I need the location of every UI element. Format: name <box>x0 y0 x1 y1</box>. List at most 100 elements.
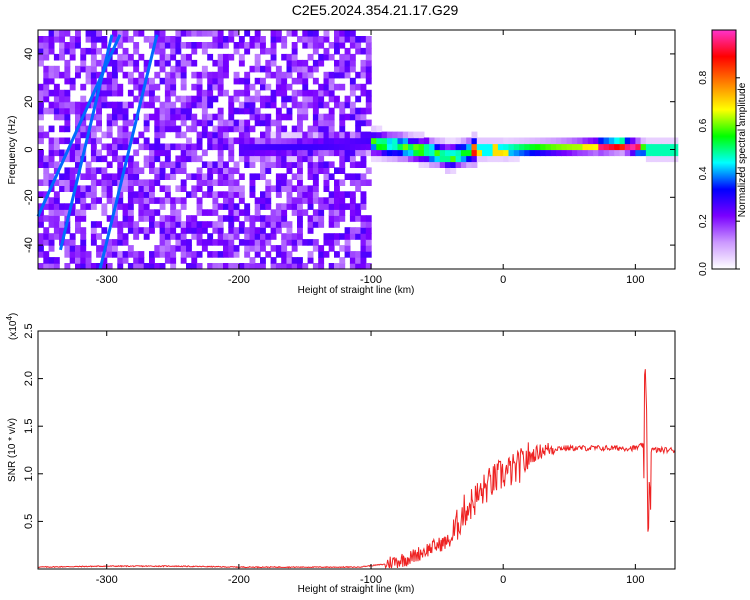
spectrogram-cell <box>614 149 621 157</box>
spectrogram-cell <box>212 167 219 174</box>
spectrogram-cell <box>312 36 319 43</box>
spectrogram-cell <box>180 251 187 258</box>
spectrogram-cell <box>561 143 568 151</box>
spectrogram-cell <box>133 77 140 85</box>
spectrogram-cell <box>53 53 60 61</box>
spectrogram-cell <box>175 125 182 133</box>
spectrogram-cell <box>254 263 261 270</box>
spectrogram-cell <box>307 125 314 133</box>
snr-panel: -300 -200 -100 0 100 0.51.01.52.02.5 Height … <box>5 313 676 595</box>
spectrogram-cell <box>101 227 108 234</box>
spectrogram-cell <box>249 101 256 109</box>
spectrogram-cell <box>127 173 134 180</box>
spectrogram-cell <box>344 149 351 157</box>
spectrogram-cell <box>233 263 240 270</box>
spectrogram-cell <box>196 173 203 180</box>
spectrogram-cell <box>312 89 319 97</box>
spectrogram-cell <box>85 65 92 73</box>
spectrogram-cell <box>286 191 293 198</box>
spectrogram-cell <box>487 155 494 163</box>
spectrogram-cell <box>275 65 282 73</box>
spectrogram-cell <box>302 185 309 192</box>
spectrogram-cell <box>75 257 81 264</box>
spectrogram-cell <box>228 197 235 204</box>
spectrogram-cell <box>312 137 319 145</box>
spectrogram-cell <box>270 221 277 228</box>
spectrogram-cell <box>286 185 293 192</box>
spectrogram-cell <box>360 161 367 168</box>
spectrogram-cell <box>334 251 340 258</box>
spectrogram-cell <box>323 185 330 192</box>
spectrogram-cell <box>117 65 124 73</box>
spectrogram-cell <box>281 155 288 163</box>
spectrogram-cell <box>238 119 245 127</box>
spectrogram-cell <box>281 173 288 180</box>
spectrogram-cell <box>291 47 298 55</box>
spectrogram-cell <box>43 83 50 91</box>
spectrogram-cell <box>328 173 335 180</box>
spectrogram-cell <box>75 185 81 192</box>
spectrogram-cell <box>328 233 335 240</box>
spectrogram-cell <box>38 125 44 133</box>
spectrogram-cell <box>112 215 118 222</box>
spectrogram-cell <box>133 173 140 180</box>
spectrogram-cell <box>302 83 309 91</box>
spectrogram-cell <box>413 137 420 145</box>
spectrogram-cell <box>133 227 140 234</box>
spectrogram-cell <box>133 59 140 67</box>
spectrogram-cell <box>466 161 473 168</box>
spectrogram-cell <box>180 221 187 228</box>
spectrogram-cell <box>164 143 171 151</box>
spectrogram-cell <box>191 263 198 270</box>
spectrogram-cell <box>180 233 187 240</box>
spectrogram-cell <box>53 83 60 91</box>
spectrogram-cell <box>281 209 288 216</box>
spectrogram-cell <box>334 263 340 270</box>
spectrogram-cell <box>196 209 203 216</box>
spectrogram-cell <box>270 42 277 49</box>
spectrogram-cell <box>307 191 314 198</box>
spectrogram-cell <box>593 143 599 151</box>
spectrogram-cell <box>38 155 44 163</box>
spectrogram-cell <box>207 209 214 216</box>
spectrogram-cell <box>645 137 652 145</box>
spectrogram-cell <box>249 107 256 115</box>
spectrogram-cell <box>80 47 87 55</box>
spectrogram-cell <box>360 65 367 73</box>
spectrogram-cell <box>667 143 673 151</box>
spectrogram-cell <box>386 149 393 157</box>
spectrogram-cell <box>349 203 356 210</box>
spectrogram-cell <box>191 119 198 127</box>
spectrogram-cell <box>223 173 229 180</box>
spectrogram-cell <box>540 137 547 145</box>
spectrogram-cell <box>397 131 404 139</box>
spectrogram-cell <box>159 42 166 49</box>
spectrogram-cell <box>212 239 219 246</box>
spectrogram-cell <box>270 263 277 270</box>
spectrogram-cell <box>207 77 214 85</box>
spectrogram-cell <box>418 137 425 145</box>
spectrogram-cell <box>149 161 155 168</box>
spectrogram-cell <box>312 197 319 204</box>
spectrogram-cell <box>90 197 97 204</box>
spectrogram-cell <box>323 71 330 79</box>
spectrogram-cell <box>355 125 362 133</box>
spectrogram-cell <box>275 119 282 127</box>
spectrogram-cell <box>645 143 652 151</box>
spectrogram-cell <box>233 42 240 49</box>
spectrogram-cell <box>217 137 224 145</box>
spectrogram-cell <box>38 36 44 43</box>
spectrogram-cell <box>593 137 599 145</box>
spectrogram-cell <box>43 233 50 240</box>
spectrogram-cell <box>318 197 325 204</box>
spectrogram-cell <box>587 149 594 157</box>
spectrogram-cell <box>217 83 224 91</box>
spectrogram-cell <box>117 83 124 91</box>
spectrogram-cell <box>355 215 362 222</box>
spectrogram-cell <box>106 179 113 186</box>
spectrogram-cell <box>64 65 71 73</box>
spectrogram-cell <box>164 113 171 121</box>
spectrogram-cell <box>355 95 362 103</box>
spectrogram-cell <box>254 95 261 103</box>
